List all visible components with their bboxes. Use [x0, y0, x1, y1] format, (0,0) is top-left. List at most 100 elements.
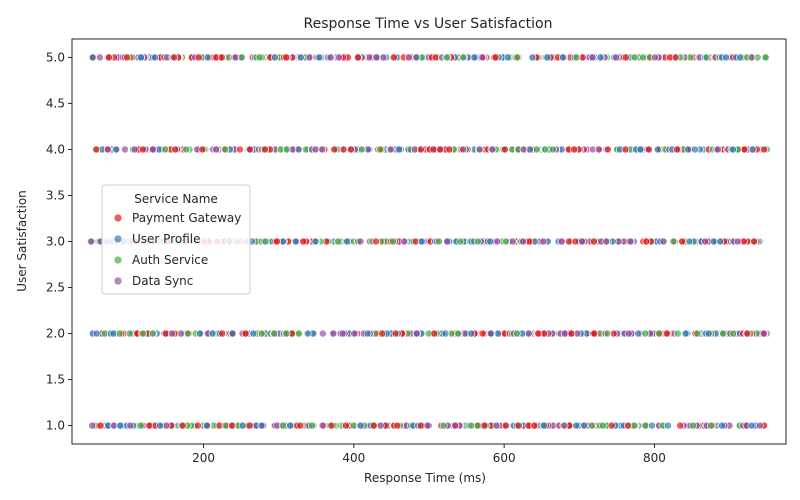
data-point [702, 53, 711, 62]
data-point [470, 53, 479, 62]
data-point [478, 329, 487, 338]
data-point [701, 237, 710, 246]
data-point [539, 237, 548, 246]
y-axis-label: User Satisfaction [15, 190, 29, 292]
data-point [716, 237, 725, 246]
data-point [389, 53, 398, 62]
data-point [578, 237, 586, 246]
data-point [391, 329, 400, 338]
data-point [733, 237, 742, 246]
data-point [155, 421, 164, 430]
data-point [95, 53, 104, 62]
data-point [655, 329, 663, 338]
data-point [162, 421, 171, 430]
data-point [681, 329, 690, 338]
data-point [689, 421, 698, 430]
data-point [311, 237, 320, 246]
data-point [478, 53, 487, 62]
data-point [161, 145, 170, 154]
data-point [376, 145, 384, 154]
data-point [589, 237, 598, 246]
data-point [662, 329, 671, 338]
data-point [121, 145, 129, 154]
data-point [445, 145, 454, 154]
data-point [729, 145, 738, 154]
data-point [571, 237, 580, 246]
data-point [339, 145, 348, 154]
data-point [126, 421, 135, 430]
chart-title: Response Time vs User Satisfaction [304, 16, 553, 32]
data-point [318, 421, 327, 430]
x-tick-label: 600 [493, 451, 516, 465]
data-point [673, 329, 682, 338]
data-point [249, 329, 258, 338]
data-point [88, 421, 97, 430]
data-point [218, 329, 227, 338]
data-point [416, 145, 425, 154]
data-point [241, 329, 250, 338]
data-point [638, 53, 647, 62]
data-point [441, 329, 450, 338]
data-point [379, 53, 388, 62]
data-point [512, 329, 521, 338]
data-point [303, 329, 312, 338]
data-point [717, 421, 726, 430]
legend-title: Service Name [134, 192, 218, 206]
data-point [354, 53, 362, 62]
x-axis-label: Response Time (ms) [364, 471, 486, 485]
data-point [194, 53, 203, 62]
data-point [296, 421, 305, 430]
data-point [487, 329, 495, 338]
plot-area [86, 53, 772, 430]
legend-label: Auth Service [132, 253, 208, 267]
data-point [630, 53, 639, 62]
data-point [430, 329, 439, 338]
data-point [494, 329, 502, 338]
data-point [282, 145, 291, 154]
data-point [221, 421, 230, 430]
data-point [514, 421, 523, 430]
data-point [664, 421, 672, 430]
data-point [760, 145, 769, 154]
data-point [429, 145, 438, 154]
data-point [326, 53, 335, 62]
data-point [612, 53, 621, 62]
data-point [602, 237, 611, 246]
data-point [257, 329, 266, 338]
y-tick-label: 2.5 [46, 281, 65, 295]
y-tick-label: 4.0 [46, 142, 65, 156]
legend-marker [113, 276, 123, 286]
data-point [560, 421, 569, 430]
data-point [486, 237, 495, 246]
data-point [334, 53, 343, 62]
data-point [183, 329, 192, 338]
data-point [572, 53, 581, 62]
data-point [519, 237, 528, 246]
data-point [558, 53, 567, 62]
data-point [356, 421, 365, 430]
data-point [125, 329, 134, 338]
data-point [590, 329, 599, 338]
data-point [588, 53, 597, 62]
y-tick-label: 3.0 [46, 235, 65, 249]
data-point [270, 329, 279, 338]
data-point [103, 145, 112, 154]
data-point [369, 421, 378, 430]
legend-marker [113, 234, 123, 244]
data-point [196, 329, 204, 338]
data-point [459, 145, 468, 154]
data-point [588, 421, 597, 430]
data-point [624, 421, 632, 430]
data-point [221, 145, 230, 154]
x-tick-label: 800 [643, 451, 666, 465]
x-tick-label: 200 [192, 451, 215, 465]
data-point [334, 237, 342, 246]
data-point [350, 329, 359, 338]
data-point [636, 145, 645, 154]
data-point [642, 237, 651, 246]
data-point [193, 421, 202, 430]
data-point [549, 145, 557, 154]
legend-marker [113, 255, 123, 265]
data-point [148, 145, 157, 154]
